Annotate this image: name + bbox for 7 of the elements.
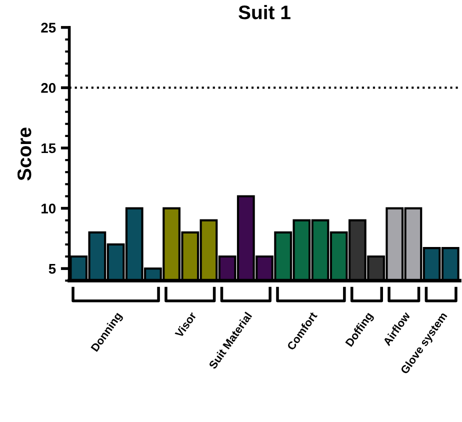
- y-tick-label: 10: [42, 204, 56, 214]
- y-tick-label: 25: [41, 22, 56, 33]
- y-axis-title: Score: [17, 128, 32, 180]
- y-tick-label: 15: [42, 143, 56, 154]
- y-tick-label: 20: [41, 83, 56, 93]
- chart-title: Suit 1: [238, 5, 290, 20]
- y-tick-label: 5: [48, 264, 56, 274]
